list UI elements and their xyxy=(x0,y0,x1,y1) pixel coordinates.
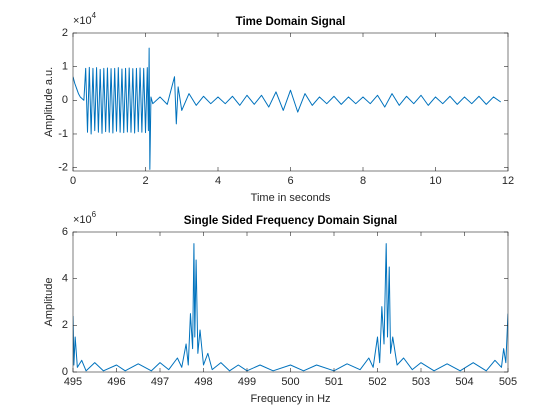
x-tick-label: 502 xyxy=(368,376,386,388)
exponent-label: ×106 xyxy=(73,210,97,226)
x-tick-label: 503 xyxy=(412,376,430,388)
series xyxy=(73,243,508,372)
signal-line xyxy=(73,47,502,170)
x-tick-label: 4 xyxy=(215,175,221,187)
chart-title: Single Sided Frequency Domain Signal xyxy=(184,215,397,227)
y-tick-label: -1 xyxy=(58,128,68,140)
y-tick-label: 1 xyxy=(62,61,68,73)
x-tick-label: 6 xyxy=(287,175,293,187)
x-tick-label: 495 xyxy=(64,376,82,388)
x-tick-label: 499 xyxy=(238,376,256,388)
y-tick-label: 0 xyxy=(62,94,68,106)
axes: 495 496 497 498 499 500 501 502 503 504 505 0 2 4 6 Sin… xyxy=(43,210,517,405)
x-tick-label: 498 xyxy=(194,376,212,388)
x-tick-label: 501 xyxy=(325,376,343,388)
plot-area xyxy=(73,232,508,372)
y-tick-label: 4 xyxy=(62,273,68,285)
y-tick-label: 0 xyxy=(62,366,68,378)
y-tick-label: 2 xyxy=(62,27,68,39)
x-tick-label: 2 xyxy=(142,175,148,187)
x-axis-label: Time in seconds xyxy=(251,192,331,204)
x-tick-label: 10 xyxy=(429,175,441,187)
x-tick-label: 500 xyxy=(281,376,299,388)
signal-line xyxy=(73,243,508,372)
chart-title: Time Domain Signal xyxy=(236,16,346,28)
multiplier: ×10 xyxy=(73,214,92,226)
series xyxy=(73,47,502,170)
x-tick-label: 505 xyxy=(499,376,517,388)
x-axis-label: Frequency in Hz xyxy=(250,393,330,405)
x-tick-label: 497 xyxy=(151,376,169,388)
multiplier: ×10 xyxy=(73,15,92,27)
exponent-label: ×104 xyxy=(73,11,97,27)
x-tick-label: 0 xyxy=(70,175,76,187)
plot-area xyxy=(73,33,508,171)
y-tick-label: 6 xyxy=(62,226,68,238)
exponent: 4 xyxy=(92,11,97,20)
x-tick-label: 12 xyxy=(502,175,514,187)
x-tick-label: 8 xyxy=(360,175,366,187)
y-axis-label: Amplitude a.u. xyxy=(43,67,55,137)
x-tick-label: 504 xyxy=(455,376,473,388)
y-axis-label: Amplitude xyxy=(43,278,55,327)
y-tick-label: 2 xyxy=(62,319,68,331)
exponent: 6 xyxy=(92,210,97,219)
x-tick-label: 496 xyxy=(107,376,125,388)
y-tick-label: -2 xyxy=(58,162,68,174)
